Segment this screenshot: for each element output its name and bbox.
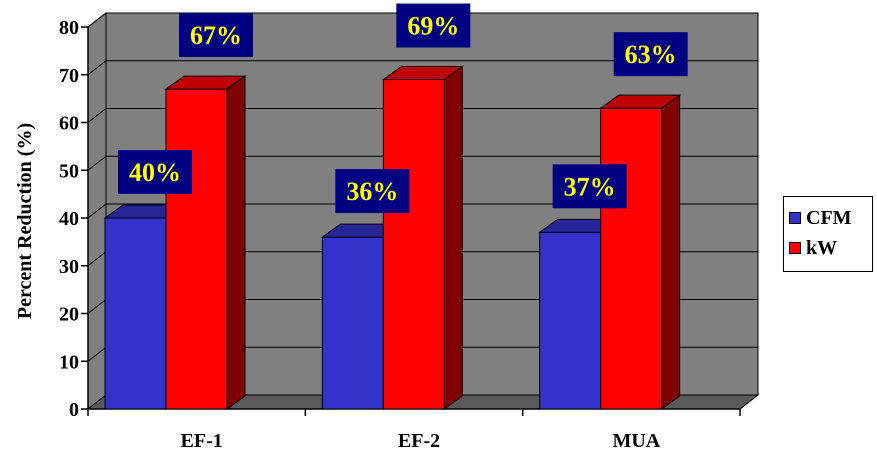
x-tick-label: EF-2	[398, 430, 440, 452]
gridline-side	[87, 60, 107, 76]
bar-side-kw-mua	[661, 94, 681, 410]
data-label-box-cfm-ef-2	[335, 169, 410, 214]
legend-label-kw: kW	[806, 236, 838, 259]
bar-side-kw-ef-1	[226, 75, 246, 410]
y-tick-label: 50	[59, 160, 79, 182]
bar-kw-mua	[600, 107, 663, 410]
bar-kw-ef-2	[382, 79, 445, 410]
legend-swatch-kw	[789, 242, 801, 254]
data-label-kw-mua: 63%	[625, 40, 677, 69]
data-label-box-cfm-mua	[552, 164, 627, 209]
legend-label-cfm: CFM	[806, 206, 852, 229]
gridline-side	[87, 251, 107, 267]
data-label-cfm-mua: 37%	[564, 172, 616, 201]
data-label-cfm-ef-2: 36%	[346, 177, 398, 206]
legend: CFM kW	[783, 196, 873, 272]
y-tick-label: 40	[59, 208, 79, 230]
gridline-side	[87, 346, 107, 362]
legend-swatch-cfm	[789, 212, 801, 224]
data-label-kw-ef-2: 69%	[407, 12, 459, 41]
y-axis-title: Percent Reduction (%)	[14, 123, 36, 319]
gridline-side	[87, 108, 107, 123]
gridline-side	[87, 203, 107, 219]
y-tick-label: 10	[59, 351, 79, 373]
bars	[103, 65, 682, 410]
bar-kw-ef-1	[165, 88, 228, 410]
bar-side-kw-ef-2	[443, 65, 463, 410]
gridline-side	[87, 299, 107, 314]
gridline-side	[87, 155, 107, 171]
bar-cfm-ef-2	[321, 236, 384, 410]
bar-cfm-ef-1	[104, 217, 167, 410]
data-label-box-kw-mua	[613, 32, 688, 77]
data-label-kw-ef-1: 67%	[190, 21, 242, 50]
y-tick-label: 20	[59, 304, 79, 326]
y-tick-label: 80	[59, 17, 79, 39]
y-tick-label: 60	[59, 113, 79, 135]
data-labels: 40% 67% 36% 69% 37% 63%	[118, 3, 688, 214]
x-tick-label: EF-1	[181, 430, 223, 452]
legend-item-kw: kW	[789, 233, 872, 263]
y-tick-label: 0	[69, 399, 79, 421]
data-label-cfm-ef-1: 40%	[129, 158, 181, 187]
y-tick-label: 70	[59, 65, 79, 87]
gridline-side	[87, 12, 107, 28]
data-label-box-kw-ef-2	[396, 3, 471, 48]
y-tick-label: 30	[59, 256, 79, 278]
data-label-box-cfm-ef-1	[118, 150, 192, 194]
x-tick-label: MUA	[612, 430, 660, 452]
legend-item-cfm: CFM	[789, 203, 872, 233]
data-label-box-kw-ef-1	[179, 13, 253, 58]
bar-cfm-mua	[539, 231, 602, 410]
